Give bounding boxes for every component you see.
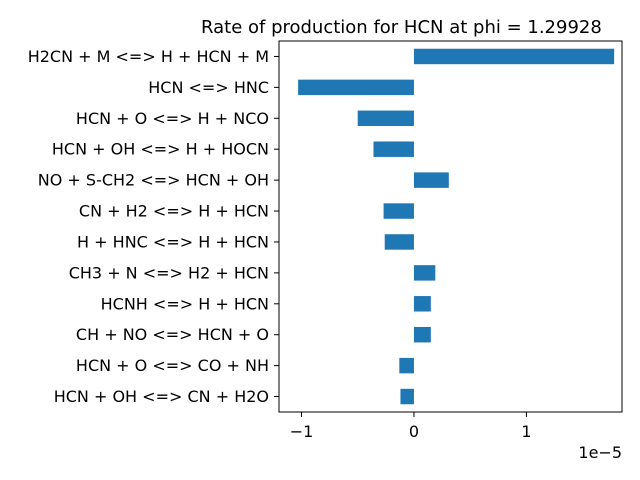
category-label: HCN + OH <=> H + HOCN: [52, 140, 269, 159]
bars-layer: [298, 48, 615, 405]
category-label: H + HNC <=> H + HCN: [77, 232, 269, 251]
category-labels: H2CN + M <=> H + HCN + M HCN <=> HNC HCN +…: [28, 47, 269, 406]
bar: [413, 296, 431, 312]
category-label: NO + S-CH2 <=> HCN + OH: [38, 171, 269, 190]
bar: [357, 110, 414, 127]
category-label: CH + NO <=> HCN + O: [76, 325, 269, 344]
bar: [373, 141, 414, 157]
category-label: CN + H2 <=> H + HCN: [79, 202, 269, 221]
category-label: HCN <=> HNC: [148, 78, 269, 97]
bar: [413, 48, 615, 65]
bar: [298, 79, 414, 96]
category-label: HCN + OH <=> CN + H2O: [54, 387, 269, 406]
bar: [383, 203, 414, 219]
bar: [384, 234, 414, 250]
x-tick-label: −1: [290, 422, 314, 441]
x-tick-label: 1: [521, 422, 531, 441]
bar: [413, 265, 436, 281]
category-label: CH3 + N <=> H2 + HCN: [69, 263, 269, 282]
chart-title: Rate of production for HCN at phi = 1.29…: [201, 17, 602, 38]
axes-layer: [274, 40, 623, 417]
bar: [413, 172, 449, 188]
category-label: HCN + O <=> CO + NH: [76, 356, 269, 375]
category-label: HCN + O <=> H + NCO: [76, 109, 269, 128]
x-scale-label: 1e−5: [578, 443, 622, 462]
bar: [399, 357, 414, 374]
x-tick-labels: −1 0 1: [290, 422, 532, 441]
category-label: H2CN + M <=> H + HCN + M: [28, 47, 269, 66]
bar: [400, 388, 414, 405]
bar: [413, 326, 431, 343]
category-label: HCNH <=> H + HCN: [101, 294, 269, 313]
x-tick-label: 0: [409, 422, 419, 441]
plot-frame: [278, 40, 623, 413]
